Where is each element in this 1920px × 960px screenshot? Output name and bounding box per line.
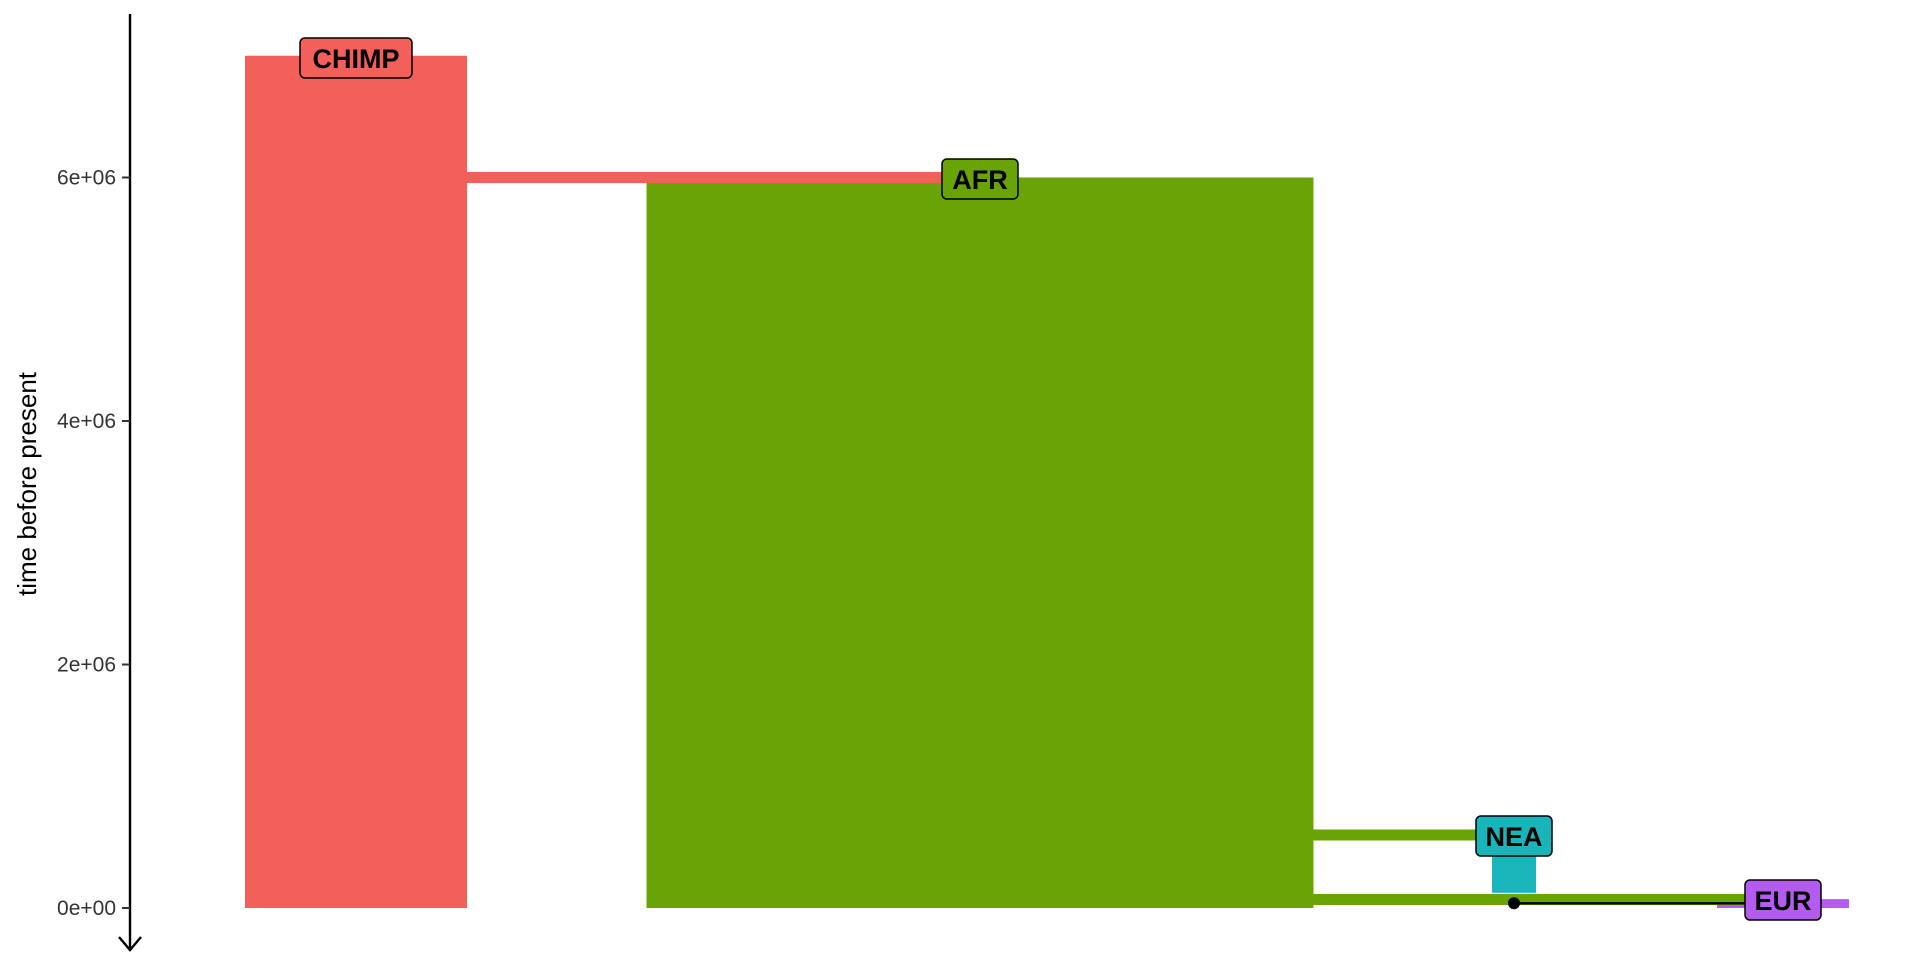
y-tick-label: 6e+06: [57, 167, 116, 190]
population-label-box-nea: [1475, 815, 1553, 857]
y-tick-label: 4e+06: [57, 410, 116, 433]
y-axis-title: time before present: [12, 371, 42, 596]
population-label-box-afr: [941, 158, 1019, 200]
population-bars: [245, 55, 1849, 908]
y-tick-label: 2e+06: [57, 654, 116, 677]
y-axis-arrowhead: [118, 936, 142, 952]
population-bar-chimp: [245, 55, 467, 908]
population-label-afr: AFR: [952, 165, 1008, 195]
population-bar-afr: [646, 177, 1314, 908]
y-ticks: 0e+00 2e+06 4e+06 6e+06: [57, 167, 130, 920]
population-label-box-eur: [1744, 879, 1822, 921]
population-label-box-chimp: [299, 37, 413, 79]
y-tick-label: 0e+00: [57, 897, 116, 920]
population-labels: CHIMP AFR NEA EUR: [299, 37, 1822, 921]
population-label-nea: NEA: [1485, 822, 1542, 852]
population-label-eur: EUR: [1754, 886, 1811, 916]
gene-flow-layer: [1508, 897, 1787, 909]
population-label-chimp: CHIMP: [313, 44, 400, 74]
y-axis: [118, 14, 142, 952]
